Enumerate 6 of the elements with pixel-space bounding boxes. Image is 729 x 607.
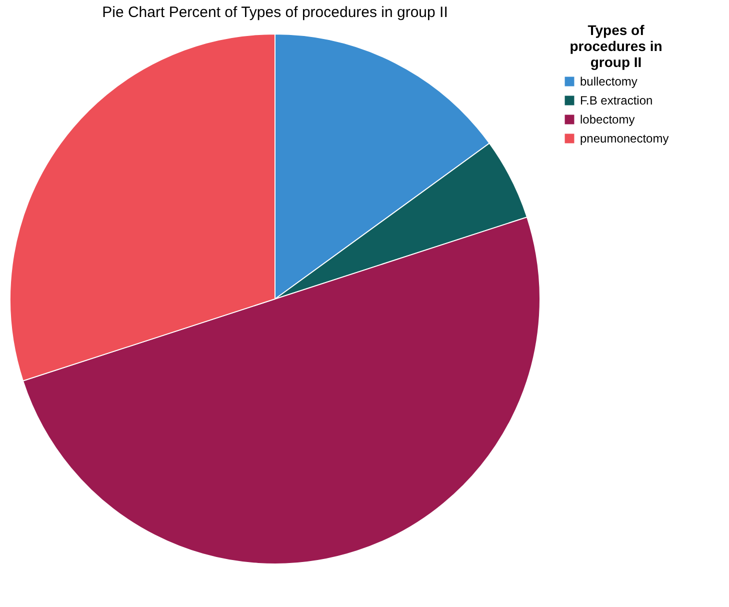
legend-title: Types of procedures in group II bbox=[570, 22, 662, 70]
legend-label: F.B extraction bbox=[580, 94, 653, 108]
legend-label: lobectomy bbox=[580, 112, 635, 126]
legend-label: pneumonectomy bbox=[580, 132, 669, 146]
legend-label: bullectomy bbox=[580, 74, 638, 88]
chart-title: Pie Chart Percent of Types of procedures in group II bbox=[102, 4, 448, 21]
